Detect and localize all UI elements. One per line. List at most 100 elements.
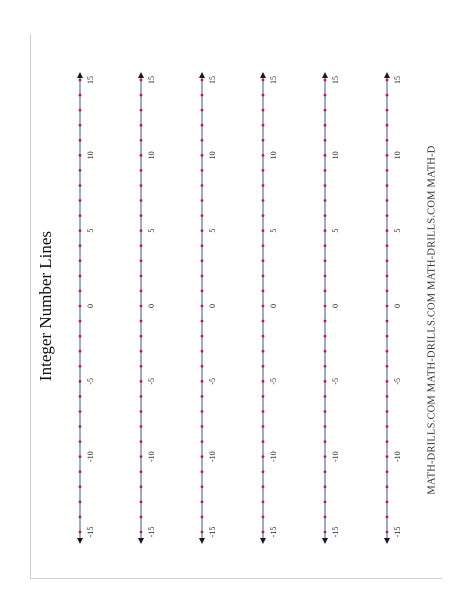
arrow-down-icon [322,538,328,544]
tick-mark [200,153,204,157]
tick-mark [323,274,327,278]
number-line-4: -15 -10 -5 0 5 10 15 [260,72,278,544]
tick-mark [139,108,143,112]
tick-mark [200,78,204,82]
tick-mark [385,379,389,383]
tick-mark [261,244,265,248]
tick-label: 5 [147,229,156,233]
tick-mark [323,470,327,474]
tick-mark [323,500,327,504]
tick-mark [323,93,327,97]
tick-label: 10 [269,151,278,159]
tick-mark [200,274,204,278]
tick-mark [385,530,389,534]
tick-mark [261,214,265,218]
tick-mark [200,244,204,248]
tick-label: -10 [393,451,402,462]
tick-label: 15 [331,76,340,84]
tick-mark [385,199,389,202]
tick-mark [261,259,265,263]
tick-label: -15 [147,527,156,538]
tick-mark [78,184,82,187]
tick-mark [139,530,143,534]
tick-mark [139,515,143,519]
tick-mark [200,395,204,398]
tick-mark [261,395,265,398]
tick-mark [385,515,389,519]
tick-label: 10 [331,151,340,159]
bottom-margin-rule [30,578,442,579]
tick-label: 5 [208,229,217,233]
tick-mark [385,485,389,489]
tick-mark [323,455,327,459]
tick-mark [78,349,82,353]
tick-mark [200,229,204,233]
tick-mark [323,289,327,293]
arrow-up-icon [77,72,83,78]
tick-mark [323,214,327,218]
tick-mark [200,319,204,323]
tick-mark [78,153,82,157]
arrow-down-icon [260,538,266,544]
tick-label: -5 [269,378,278,385]
tick-mark [385,259,389,263]
tick-mark [78,515,82,519]
tick-mark [139,184,143,187]
tick-mark [323,425,327,428]
tick-mark [261,364,265,368]
tick-mark [261,274,265,278]
tick-mark [200,425,204,428]
tick-mark [139,425,143,428]
tick-label: -5 [86,378,95,385]
arrow-up-icon [322,72,328,78]
arrow-down-icon [199,538,205,544]
arrow-down-icon [138,538,144,544]
tick-mark [200,334,204,338]
tick-mark [200,500,204,504]
tick-mark [78,440,82,443]
tick-mark [139,379,143,383]
tick-mark [261,470,265,474]
arrow-up-icon [199,72,205,78]
tick-mark [385,153,389,157]
tick-mark [261,304,265,308]
tick-mark [139,199,143,202]
tick-mark [323,123,327,127]
tick-label: 5 [393,229,402,233]
tick-mark [385,425,389,428]
tick-mark [385,108,389,112]
tick-mark [385,334,389,338]
tick-label: -15 [331,527,340,538]
tick-mark [78,274,82,278]
tick-mark [323,184,327,187]
tick-label: 0 [86,304,95,308]
tick-mark [78,244,82,248]
tick-label: -5 [208,378,217,385]
tick-mark [261,199,265,202]
tick-mark [139,214,143,218]
tick-mark [323,229,327,233]
tick-mark [200,259,204,263]
tick-mark [323,395,327,398]
tick-mark [139,455,143,459]
tick-mark [385,319,389,323]
number-line-3: -15 -10 -5 0 5 10 15 [199,72,217,544]
tick-mark [200,455,204,459]
tick-label: -5 [147,378,156,385]
tick-mark [139,259,143,263]
tick-label: 0 [393,304,402,308]
number-line-5: -15 -10 -5 0 5 10 15 [322,72,340,544]
tick-label: -15 [86,527,95,538]
tick-label: -10 [208,451,217,462]
tick-mark [78,410,82,413]
tick-mark [200,169,204,172]
tick-mark [78,425,82,428]
tick-mark [78,395,82,398]
tick-mark [139,229,143,233]
tick-mark [261,530,265,534]
tick-mark [78,229,82,233]
tick-mark [200,93,204,97]
tick-mark [261,515,265,519]
tick-mark [261,379,265,383]
tick-mark [323,108,327,112]
